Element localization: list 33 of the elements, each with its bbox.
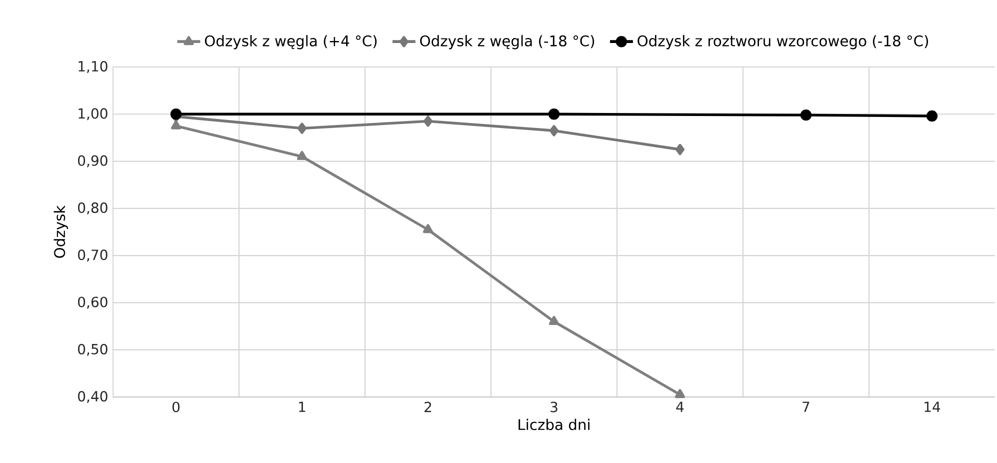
point [549,125,559,136]
point [422,224,434,234]
y-tick-label: 0,70 [78,250,108,262]
point [675,144,685,156]
point [674,389,686,398]
y-tick-label: 0,50 [78,344,108,356]
point [423,116,433,127]
y-tick-label: 1,00 [78,108,108,120]
x-tick-label: 1 [299,402,306,412]
legend-label: Odzysk z węgla (-18 °C) [420,35,594,50]
x-tick-label: 3 [550,402,558,412]
point [296,150,308,160]
point [170,120,182,130]
legend-label: Odzysk z węgla (+4 °C) [204,35,377,50]
point [800,109,812,121]
x-tick-label: 14 [924,402,940,412]
y-tick-label: 1,10 [78,60,108,74]
x-tick-label: 7 [802,402,810,412]
point [170,108,182,120]
point [297,122,307,134]
point [926,110,938,122]
point [548,316,560,326]
y-tick-label: 0,80 [78,202,108,214]
legend-label: Odzysk z roztworu wzorcowego (-18 °C) [638,35,928,50]
x-tick-label: 2 [424,402,432,412]
point [548,108,560,120]
y-tick-label: 0,60 [78,296,108,309]
x-tick-label: 4 [676,402,684,412]
x-axis-title: Liczba dni [518,418,590,430]
x-tick-label: 0 [172,402,180,412]
y-tick-label: 0,90 [78,155,108,168]
y-tick-label: 0,40 [78,390,108,403]
y-axis-title: Odzysk [54,205,68,258]
